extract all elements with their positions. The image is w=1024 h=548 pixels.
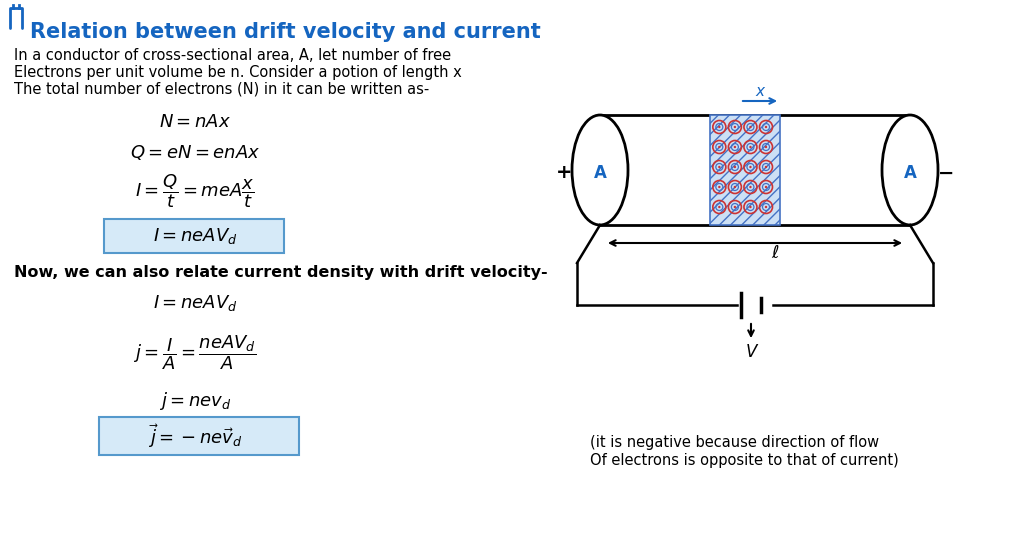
Text: $N = nAx$: $N = nAx$ xyxy=(159,113,231,131)
Circle shape xyxy=(718,126,721,128)
Circle shape xyxy=(718,146,721,148)
Ellipse shape xyxy=(882,115,938,225)
Text: The total number of electrons (N) in it can be written as-: The total number of electrons (N) in it … xyxy=(14,82,429,97)
Text: Now, we can also relate current density with drift velocity-: Now, we can also relate current density … xyxy=(14,265,548,280)
Ellipse shape xyxy=(883,117,937,224)
Text: A: A xyxy=(903,164,916,182)
Text: $I = neAV_{d}$: $I = neAV_{d}$ xyxy=(153,226,238,246)
Text: −: − xyxy=(938,163,954,182)
Circle shape xyxy=(733,146,736,148)
Text: +: + xyxy=(556,163,572,182)
FancyBboxPatch shape xyxy=(104,219,284,253)
Bar xyxy=(600,115,910,225)
Circle shape xyxy=(750,206,752,208)
Text: (it is negative because direction of flow: (it is negative because direction of flo… xyxy=(590,435,880,450)
Circle shape xyxy=(765,166,767,168)
Circle shape xyxy=(750,146,752,148)
Circle shape xyxy=(718,186,721,188)
Ellipse shape xyxy=(572,115,628,225)
Text: x: x xyxy=(756,84,765,99)
Text: Relation between drift velocity and current: Relation between drift velocity and curr… xyxy=(30,22,541,42)
Circle shape xyxy=(718,166,721,168)
Ellipse shape xyxy=(573,117,627,224)
Circle shape xyxy=(750,186,752,188)
Circle shape xyxy=(765,146,767,148)
Text: Electrons per unit volume be n. Consider a potion of length x: Electrons per unit volume be n. Consider… xyxy=(14,65,462,80)
Circle shape xyxy=(733,166,736,168)
Text: $j = \dfrac{I}{A} = \dfrac{neAV_{d}}{A}$: $j = \dfrac{I}{A} = \dfrac{neAV_{d}}{A}$ xyxy=(133,333,257,372)
Circle shape xyxy=(733,206,736,208)
Circle shape xyxy=(718,206,721,208)
Text: $\ell$: $\ell$ xyxy=(771,244,779,262)
Text: V: V xyxy=(745,343,757,361)
Text: $I = \dfrac{Q}{t} = meA\dfrac{x}{t}$: $I = \dfrac{Q}{t} = meA\dfrac{x}{t}$ xyxy=(135,172,255,210)
Text: $I = neAV_{d}$: $I = neAV_{d}$ xyxy=(153,293,238,313)
Circle shape xyxy=(733,186,736,188)
Circle shape xyxy=(733,126,736,128)
Text: In a conductor of cross-sectional area, A, let number of free: In a conductor of cross-sectional area, … xyxy=(14,48,452,63)
Circle shape xyxy=(765,126,767,128)
Text: $\vec{j} = -ne\vec{v}_{d}$: $\vec{j} = -ne\vec{v}_{d}$ xyxy=(147,422,243,450)
Bar xyxy=(710,115,780,225)
Circle shape xyxy=(750,166,752,168)
Text: A: A xyxy=(594,164,606,182)
Circle shape xyxy=(765,186,767,188)
Circle shape xyxy=(750,126,752,128)
Text: $j = nev_{d}$: $j = nev_{d}$ xyxy=(159,390,231,412)
FancyBboxPatch shape xyxy=(99,417,299,455)
Text: $Q = eN = enAx$: $Q = eN = enAx$ xyxy=(130,143,260,162)
Text: Of electrons is opposite to that of current): Of electrons is opposite to that of curr… xyxy=(590,453,899,468)
Circle shape xyxy=(765,206,767,208)
